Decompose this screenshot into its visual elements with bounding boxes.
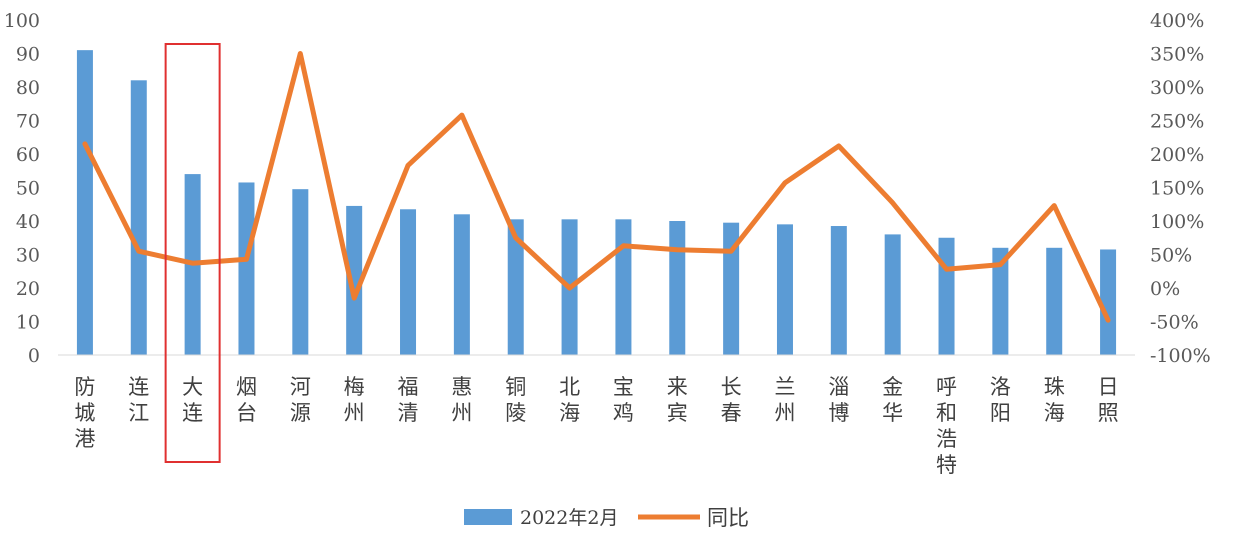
right-tick-label: 0% [1150,278,1180,300]
bar-烟台 [238,182,255,355]
category-label: 烟台 [236,375,257,425]
left-tick-label: 50 [16,178,40,200]
yoy-point-宝鸡 [622,245,624,247]
highlight-box [164,43,221,463]
left-tick-label: 60 [16,144,40,166]
yoy-point-大连 [192,262,194,264]
yoy-point-河源 [299,53,301,54]
bar-长春 [723,222,740,355]
category-label: 河源 [290,375,311,425]
legend: 2022年2月 同比 [464,506,749,530]
category-label: 淄博 [828,375,849,425]
category-label: 珠海 [1044,375,1065,425]
legend-line-label: 同比 [707,506,749,530]
right-tick-label: 200% [1150,144,1204,166]
yoy-point-金华 [892,202,894,204]
bar-兰州 [776,224,793,355]
bar-洛阳 [992,247,1009,355]
right-tick-label: 350% [1150,44,1204,66]
yoy-point-日照 [1107,319,1109,321]
yoy-point-珠海 [1053,205,1055,207]
yoy-point-呼和浩特 [946,268,948,270]
category-label: 金华 [882,375,903,425]
left-tick-label: 30 [16,245,40,267]
yoy-point-福清 [407,164,409,166]
category-label: 兰州 [774,375,795,425]
category-label: 呼和浩特 [936,375,957,477]
bar-淄博 [830,226,847,355]
yoy-line [82,51,1111,323]
right-tick-label: -50% [1150,312,1199,334]
left-tick-label: 100 [4,10,40,32]
yoy-point-北海 [569,287,571,289]
bar-河源 [292,189,309,355]
yoy-point-烟台 [245,258,247,260]
category-label: 洛阳 [990,375,1011,425]
bar-连江 [130,80,147,356]
bar-惠州 [453,214,470,355]
category-label: 福清 [398,375,419,425]
yoy-point-来宾 [676,249,678,251]
yoy-point-长春 [730,250,732,252]
category-label: 连江 [128,375,149,425]
bar-防城港 [76,50,93,356]
bar-铜陵 [507,219,524,355]
yoy-point-淄博 [838,145,840,147]
category-label: 大连 [182,375,203,425]
category-label: 梅州 [344,375,365,425]
bar-来宾 [669,221,686,355]
bar-金华 [884,234,901,355]
category-label: 铜陵 [505,375,526,425]
left-tick-label: 80 [16,77,40,99]
category-label: 防城港 [74,375,95,451]
category-label: 日照 [1098,375,1119,425]
category-label: 来宾 [667,375,688,425]
right-tick-label: 250% [1150,111,1204,133]
category-label: 惠州 [451,375,472,425]
bar-series [76,50,1117,356]
yoy-point-梅州 [353,297,355,299]
legend-bar-swatch [464,509,512,525]
right-tick-label: 300% [1150,77,1204,99]
left-tick-label: 70 [16,111,40,133]
right-tick-label: 100% [1150,211,1204,233]
left-axis-ticks: 0 10 20 30 40 50 60 70 80 90 100 [4,10,40,367]
legend-bar-label: 2022年2月 [520,507,618,529]
line-series [82,51,1111,323]
yoy-point-兰州 [784,182,786,184]
bar-珠海 [1046,247,1063,355]
left-tick-label: 0 [28,345,40,367]
right-tick-label: 400% [1150,10,1204,32]
right-tick-label: 50% [1150,245,1192,267]
yoy-point-防城港 [84,143,86,145]
yoy-point-洛阳 [999,264,1001,266]
right-axis-ticks: -100% -50% 0% 50% 100% 150% 200% 250% 300% 350% 40… [1150,10,1211,367]
category-label: 长春 [721,375,742,425]
left-tick-label: 40 [16,211,40,233]
right-tick-label: 150% [1150,178,1204,200]
left-tick-label: 20 [16,278,40,300]
right-tick-label: -100% [1150,345,1211,367]
left-tick-label: 90 [16,44,40,66]
yoy-point-连江 [138,250,140,252]
bar-日照 [1100,249,1117,355]
yoy-point-惠州 [461,114,463,116]
bar-呼和浩特 [938,237,955,355]
bar-福清 [400,209,417,355]
bar-宝鸡 [615,219,632,355]
yoy-point-铜陵 [515,237,517,239]
bar-梅州 [346,205,363,355]
category-label: 北海 [559,375,580,425]
highlight-rect [164,43,221,463]
category-label: 宝鸡 [613,375,634,425]
left-tick-label: 10 [16,312,40,334]
